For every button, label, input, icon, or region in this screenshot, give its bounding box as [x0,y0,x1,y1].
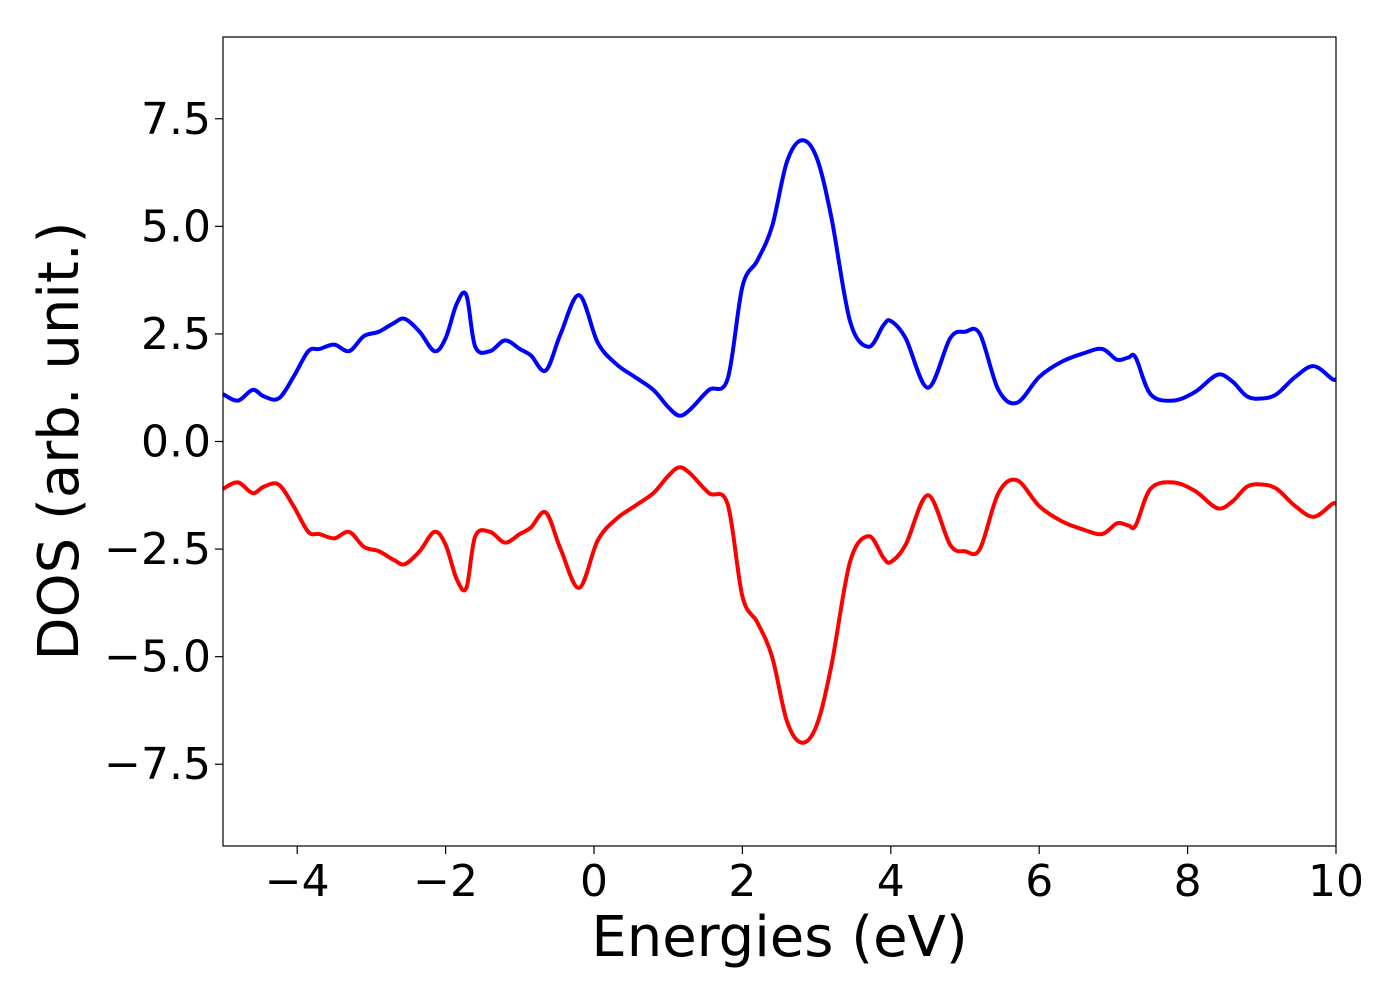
x-tick-label: 2 [728,856,756,907]
y-axis-ticks: −7.5 −5.0 −2.5 0.0 2.5 5.0 7.5 [104,94,223,790]
y-tick-label: −7.5 [104,739,211,790]
series-line-spin-up [222,138,1338,418]
y-axis-label: DOS (arb. unit.) [27,221,92,660]
y-tick-label: 5.0 [141,201,211,252]
y-tick-label: 7.5 [141,94,211,145]
x-tick-label: −4 [265,856,330,907]
x-tick-label: 10 [1308,856,1364,907]
x-axis-ticks: −4 −2 0 2 4 6 8 10 [265,846,1364,907]
y-tick-label: −2.5 [104,524,211,575]
y-tick-label: −5.0 [104,632,211,683]
y-tick-label: 0.0 [141,417,211,468]
x-tick-label: 6 [1025,856,1053,907]
x-tick-label: 0 [580,856,608,907]
x-tick-label: 4 [877,856,905,907]
y-tick-label: 2.5 [141,309,211,360]
series-line-spin-down [222,465,1338,745]
x-axis-label: Energies (eV) [591,905,967,970]
x-tick-label: −2 [413,856,478,907]
x-tick-label: 8 [1174,856,1202,907]
series-layer [222,138,1338,745]
